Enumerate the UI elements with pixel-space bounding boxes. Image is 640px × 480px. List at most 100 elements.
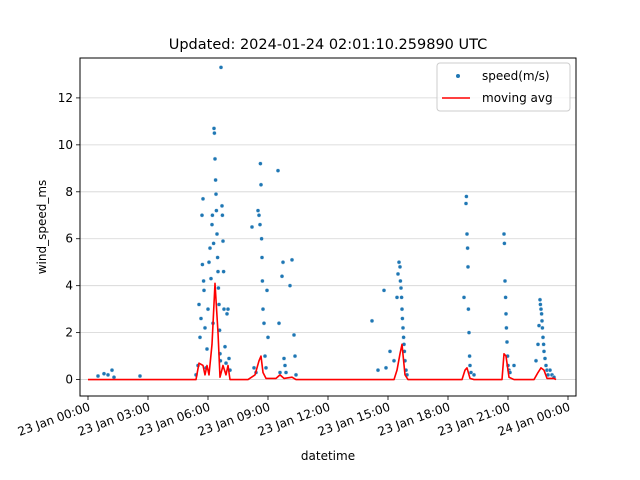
speed-point-60 — [258, 182, 264, 187]
speed-point-128 — [511, 363, 517, 368]
speed-point-15 — [201, 288, 207, 293]
moving-avg-line-group — [88, 282, 557, 381]
legend-label-moving-avg: moving avg — [482, 91, 553, 105]
y-tick-label-3: 6 — [65, 232, 73, 246]
speed-point-8 — [196, 302, 202, 307]
speed-point-133 — [538, 302, 543, 307]
speed-point-142 — [543, 363, 549, 368]
speed-point-87 — [387, 349, 393, 354]
speed-point-73 — [279, 274, 285, 279]
speed-point-47 — [222, 344, 228, 349]
y-tick-label-0: 0 — [65, 373, 73, 387]
speed-point-88 — [391, 358, 397, 363]
y-axis-label: wind_speed_ms — [35, 180, 49, 275]
speed-point-22 — [208, 276, 214, 281]
speed-point-123 — [504, 339, 510, 345]
speed-point-105 — [461, 295, 467, 300]
speed-point-0 — [95, 373, 101, 379]
speed-point-117 — [501, 231, 507, 237]
speed-point-61 — [259, 236, 264, 241]
speed-point-59 — [258, 161, 263, 166]
speed-point-111 — [466, 306, 471, 312]
speed-point-83 — [369, 318, 375, 324]
speed-point-79 — [289, 257, 295, 263]
speed-point-72 — [277, 370, 283, 375]
speed-point-86 — [383, 365, 389, 371]
speed-point-89 — [394, 295, 400, 300]
speed-point-4 — [111, 375, 117, 380]
speed-point-140 — [541, 349, 547, 354]
speed-point-10 — [198, 316, 204, 321]
speed-point-138 — [540, 335, 546, 340]
speed-point-57 — [256, 213, 262, 218]
speed-point-11 — [199, 213, 205, 218]
speed-point-129 — [533, 358, 539, 363]
y-axis-ticks: 0 2 4 6 8 10 12 — [58, 91, 80, 387]
y-tick-label-1: 2 — [65, 326, 73, 340]
speed-point-121 — [503, 311, 509, 317]
speed-point-37 — [216, 302, 222, 307]
speed-point-116 — [471, 372, 477, 378]
speed-point-131 — [536, 323, 542, 328]
speed-point-91 — [396, 260, 402, 265]
speed-point-80 — [291, 332, 297, 338]
speed-point-71 — [276, 321, 282, 326]
speed-point-45 — [221, 269, 226, 274]
speed-point-20 — [206, 260, 212, 265]
speed-point-14 — [201, 278, 206, 284]
speed-point-90 — [395, 271, 401, 277]
speed-point-27 — [211, 126, 217, 131]
speed-point-85 — [381, 288, 387, 293]
speed-point-12 — [200, 262, 205, 267]
speed-point-81 — [292, 353, 298, 359]
speed-point-44 — [220, 238, 226, 244]
speed-point-114 — [467, 363, 473, 368]
speed-point-112 — [466, 330, 472, 335]
speed-point-113 — [467, 353, 472, 359]
speed-point-54 — [251, 365, 257, 371]
speed-point-82 — [293, 372, 299, 378]
speed-point-48 — [223, 360, 229, 366]
moving-avg-line — [88, 282, 557, 381]
y-tick-label-6: 12 — [58, 91, 73, 105]
speed-point-5 — [137, 373, 143, 379]
speed-point-2 — [105, 372, 111, 378]
speed-point-56 — [255, 208, 261, 213]
speed-point-106 — [463, 201, 469, 206]
speed-point-134 — [538, 306, 544, 312]
speed-point-26 — [211, 241, 216, 246]
speed-point-18 — [204, 346, 210, 352]
speed-point-78 — [287, 283, 293, 288]
speed-point-107 — [464, 194, 469, 199]
speed-point-95 — [399, 295, 404, 300]
speed-point-46 — [221, 306, 227, 312]
speed-point-119 — [502, 278, 508, 284]
speed-point-31 — [213, 191, 219, 197]
speed-point-49 — [224, 311, 230, 317]
speed-point-66 — [262, 353, 268, 359]
speed-point-84 — [375, 367, 381, 373]
speed-point-29 — [212, 156, 218, 162]
speed-point-63 — [260, 278, 265, 284]
speed-point-122 — [504, 325, 509, 331]
speed-point-109 — [465, 245, 470, 251]
speed-point-1 — [101, 371, 107, 376]
speed-point-62 — [259, 255, 265, 260]
speed-point-110 — [465, 264, 471, 270]
speed-point-42 — [219, 203, 225, 209]
speed-point-16 — [202, 325, 208, 331]
legend-label-speed: speed(m/s) — [482, 69, 550, 83]
speed-point-30 — [213, 177, 218, 183]
speed-point-69 — [265, 335, 271, 340]
x-axis-label: datetime — [301, 449, 355, 463]
speed-point-24 — [210, 213, 215, 218]
speed-point-53 — [249, 224, 255, 230]
speed-point-92 — [397, 264, 403, 270]
speed-point-97 — [400, 316, 405, 321]
speed-point-41 — [218, 65, 224, 70]
speed-point-32 — [214, 208, 219, 213]
speed-point-141 — [542, 356, 548, 361]
speed-point-76 — [282, 363, 288, 368]
speed-point-65 — [261, 321, 267, 326]
